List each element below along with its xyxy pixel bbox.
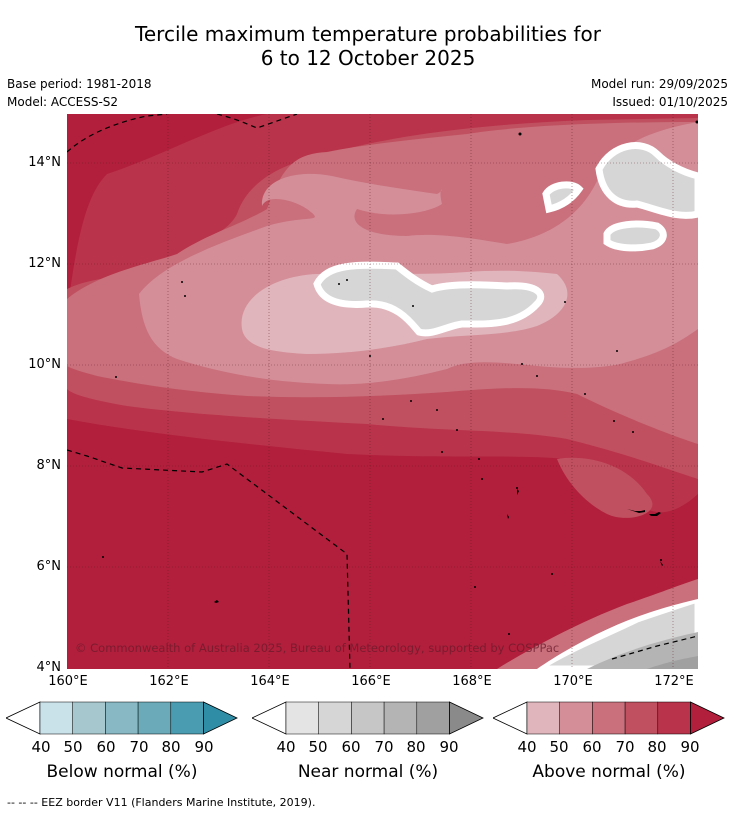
cb1-tick-40: 40 [31,738,51,756]
colorbar-below-normal [6,701,238,735]
swatch-near-80 [416,701,450,735]
lat-label-14n: 14°N [28,155,61,170]
lat-label-4n: 4°N [36,660,62,675]
swatch-above-80 [657,701,691,735]
model-run: Model run: 29/09/2025 [590,77,728,91]
cb2-tick-90: 90 [439,738,459,756]
swatch-above-50 [559,701,593,735]
lon-label-160e: 160°E [48,674,88,689]
cb1-tick-90: 90 [194,738,214,756]
swatch-above-60 [592,701,626,735]
colorbar-above-normal [493,701,725,735]
cb3-tick-60: 60 [582,738,602,756]
lon-label-170e: 170°E [553,674,593,689]
grid-lines [67,114,698,669]
cb2-tick-40: 40 [276,738,296,756]
base-period: Base period: 1981-2018 [7,77,152,91]
lon-label-164e: 164°E [250,674,290,689]
cb1-label: Below normal (%) [46,762,198,782]
lat-label-12n: 12°N [28,256,61,271]
lon-label-168e: 168°E [452,674,492,689]
lat-label-8n: 8°N [36,458,62,473]
cb3-tick-70: 70 [615,738,635,756]
cb1-tick-70: 70 [129,738,149,756]
patch-50-c [622,286,644,306]
cb3-tick-50: 50 [549,738,569,756]
band-near-40 [313,261,545,337]
swatch-below-40 [39,701,73,735]
cb2-tick-80: 80 [406,738,426,756]
band-above-lower-70 [557,457,653,518]
credit-text: © Commonwealth of Australia 2025, Bureau… [75,641,560,655]
swatch-below-50 [72,701,106,735]
band-near-40d [603,220,667,252]
model-name: Model: ACCESS-S2 [7,95,119,109]
title-line-1: Tercile maximum temperature probabilitie… [135,22,601,46]
swatch-below-70 [137,701,172,735]
patch-60-a [75,290,103,310]
colorbar-near-normal [252,701,484,735]
cb1-tick-50: 50 [63,738,83,756]
swatch-above-70 [624,701,659,735]
cb2-label: Near normal (%) [297,762,439,782]
swatch-above-40 [526,701,560,735]
lat-label-6n: 6°N [36,559,62,574]
swatch-below-80 [170,701,204,735]
cb3-tick-80: 80 [647,738,667,756]
footnote-eez: -- -- -- EEZ border V11 (Flanders Marine… [7,796,316,809]
cb3-tick-90: 90 [680,738,700,756]
swatch-near-60 [351,701,385,735]
eez-border [67,114,698,669]
meta-left: Base period: 1981-2018 Model: ACCESS-S2 [7,75,152,111]
lon-label-166e: 166°E [351,674,391,689]
probability-map[interactable] [67,114,698,669]
swatch-near-70 [383,701,418,735]
band-near-40b [595,142,698,219]
cb3-tick-40: 40 [517,738,537,756]
issued-date: Issued: 01/10/2025 [612,95,728,109]
swatch-near-40 [285,701,319,735]
cb1-tick-60: 60 [96,738,116,756]
band-above-lower-60 [497,579,698,669]
cb1-tick-80: 80 [161,738,181,756]
lon-label-172e: 172°E [654,674,694,689]
cb2-tick-50: 50 [308,738,328,756]
chart-title: Tercile maximum temperature probabilitie… [0,22,736,70]
cb3-label: Above normal (%) [532,762,686,782]
cb2-tick-60: 60 [341,738,361,756]
patch-60-b [85,341,105,359]
band-near-southeast-70 [647,656,698,669]
band-near-40c [542,181,584,214]
swatch-below-60 [105,701,139,735]
lon-label-162e: 162°E [149,674,189,689]
islands [102,120,698,635]
meta-right: Model run: 29/09/2025 Issued: 01/10/2025 [591,75,728,111]
title-line-2: 6 to 12 October 2025 [260,46,476,70]
cb2-tick-70: 70 [374,738,394,756]
swatch-near-50 [318,701,352,735]
lat-label-10n: 10°N [28,357,61,372]
